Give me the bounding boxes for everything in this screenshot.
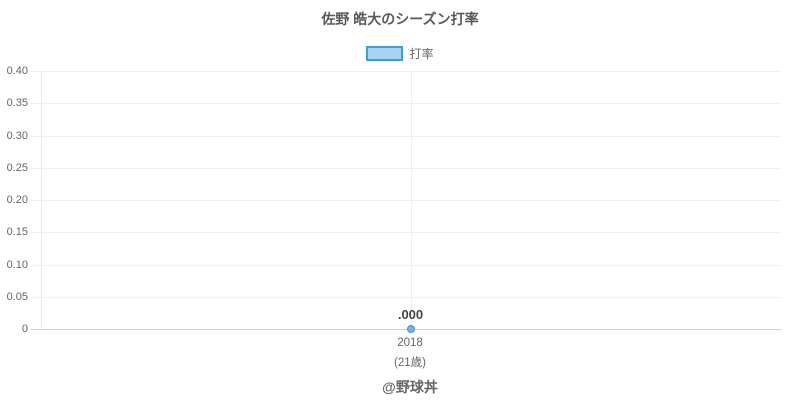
- gridline: [31, 232, 781, 234]
- plot-area: .000: [31, 71, 781, 333]
- y-axis-tick-label: 0: [21, 323, 28, 335]
- y-axis-tick-label: 0.25: [6, 161, 28, 174]
- gridline: [31, 103, 781, 105]
- legend[interactable]: 打率: [0, 45, 800, 62]
- y-axis-tick-label: 0.35: [6, 97, 28, 110]
- y-axis-tick-label: 0.10: [6, 258, 28, 271]
- gridline: [31, 264, 781, 266]
- gridline: [31, 296, 781, 298]
- y-axis-tick-label: 0.15: [6, 226, 28, 239]
- y-axis-tick-label: 0.40: [6, 65, 28, 77]
- legend-swatch-icon: [366, 46, 404, 61]
- gridline: [31, 135, 781, 137]
- x-axis-label-year: 2018: [397, 337, 423, 349]
- x-axis-label-age: (21歳): [394, 357, 426, 369]
- data-point-2018[interactable]: [406, 325, 415, 333]
- gridline: [31, 200, 781, 201]
- chart-title: 佐野 皓大のシーズン打率: [321, 11, 479, 27]
- y-axis-tick-label: 0.05: [6, 290, 28, 303]
- legend-label: 打率: [409, 47, 434, 61]
- y-axis-tick-label: 0.30: [6, 129, 28, 142]
- gridline: [31, 71, 781, 72]
- gridline: [31, 167, 781, 169]
- y-axis-tick-label: 0.20: [6, 194, 28, 206]
- x-axis-baseline: [31, 329, 781, 330]
- data-point-value-label: .000: [397, 307, 424, 322]
- watermark-credit: @野球丼: [382, 379, 438, 395]
